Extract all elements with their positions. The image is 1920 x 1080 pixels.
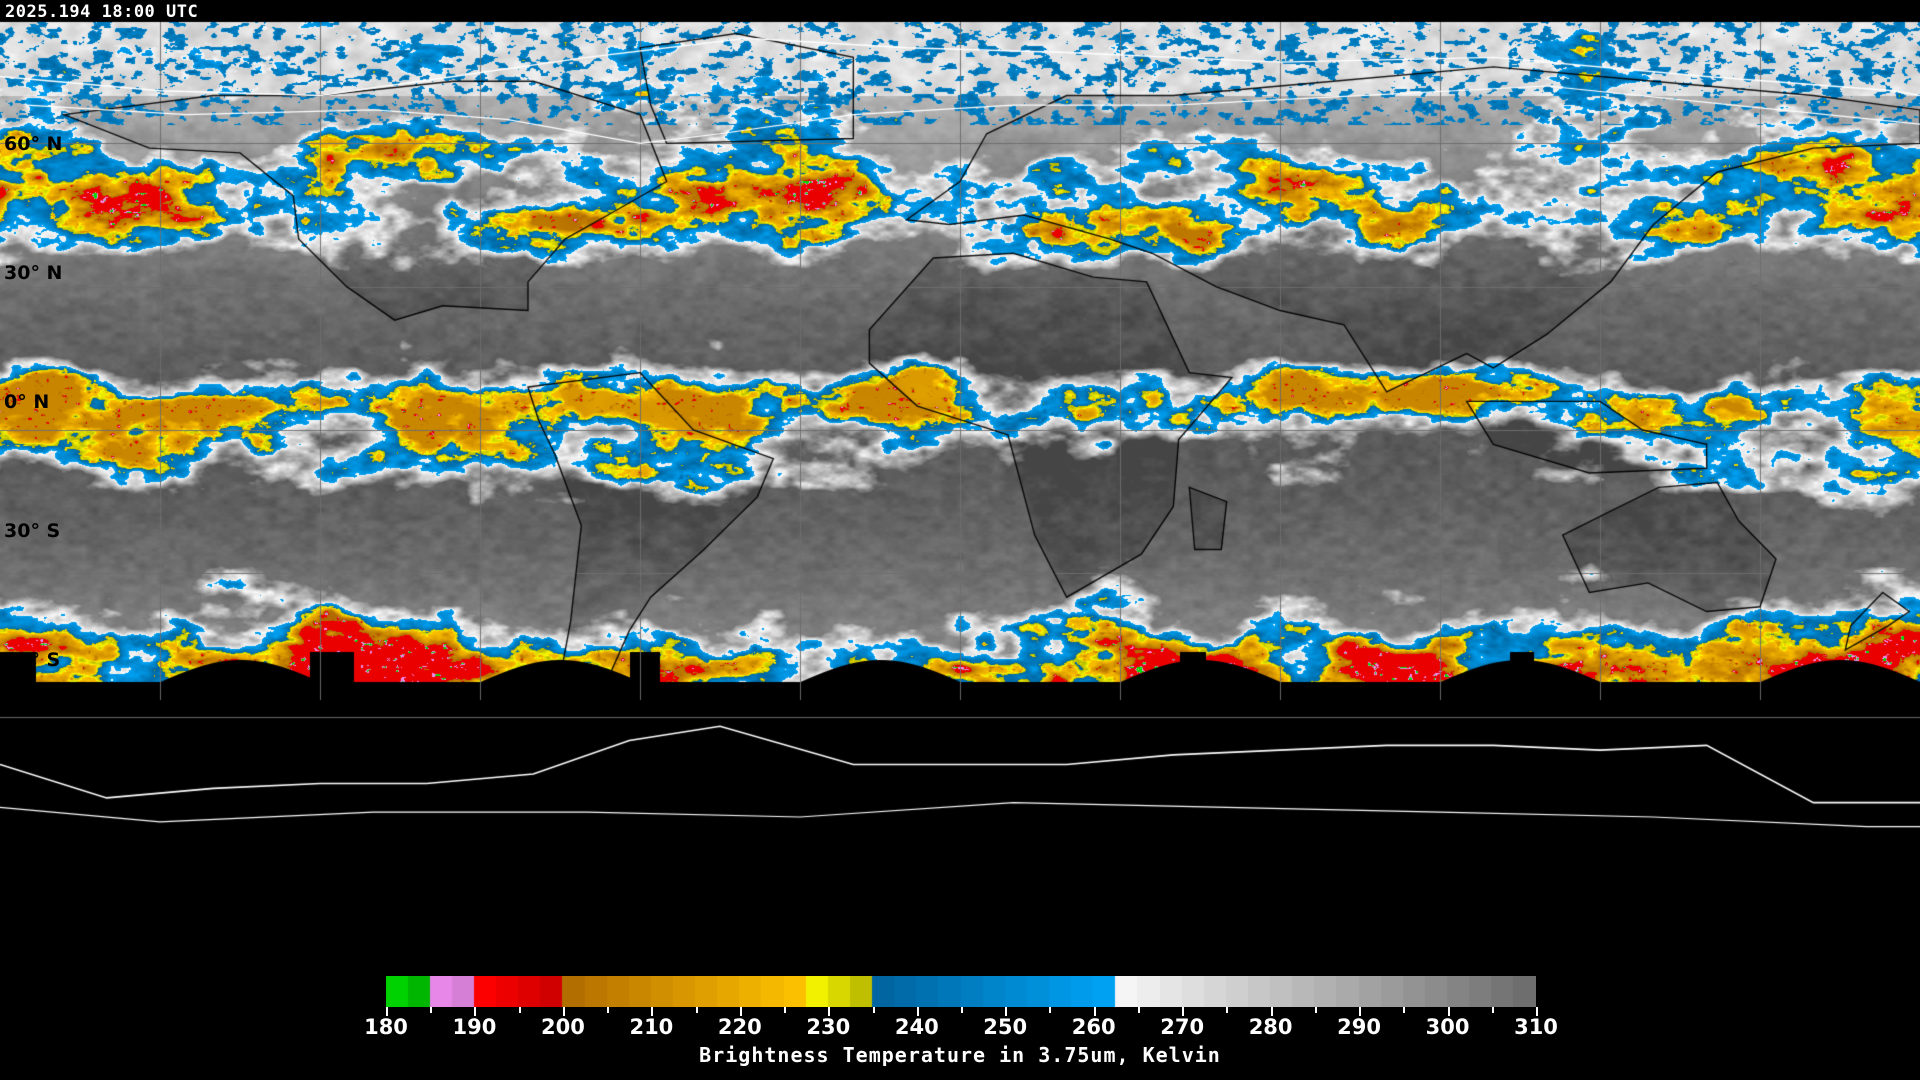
colorbar-tick-labels: 180 190 200 210 220 230 240 250 260 270 280 290 300 3… [0,1015,1920,1043]
colorbar-tick-label: 210 [629,1015,674,1039]
colorbar-gradient [386,976,1536,1007]
colorbar-tick [872,1007,875,1013]
colorbar-tick [916,1007,919,1016]
timestamp-label: 2025.194 18:00 UTC [5,2,199,22]
colorbar-tick [1536,1007,1538,1016]
colorbar-tick [1403,1007,1406,1013]
colorbar-tick-label: 190 [452,1015,497,1039]
latitude-label-30n: 30° N [4,262,63,284]
colorbar-tick [607,1007,610,1013]
colorbar-tick-label: 280 [1248,1015,1293,1039]
colorbar-tick [518,1007,521,1013]
colorbar-tick-label: 220 [717,1015,762,1039]
satellite-imagery-canvas [0,0,1920,935]
satellite-map-panel: 2025.194 18:00 UTC 60° N 30° N 0° N 30° … [0,0,1920,935]
colorbar-tick [1270,1007,1273,1016]
latitude-label-60n: 60° N [4,133,63,155]
colorbar-tick-label: 240 [894,1015,939,1039]
colorbar-tick [739,1007,742,1016]
colorbar-tick-label: 290 [1337,1015,1381,1039]
colorbar-ticks [386,1007,1538,1016]
colorbar-container [386,976,1536,1007]
latitude-label-60s: 60° S [4,649,61,671]
colorbar-tick [961,1007,963,1013]
colorbar-tick-label: 310 [1514,1015,1558,1039]
colorbar-tick [1137,1007,1140,1013]
colorbar-panel: 180 190 200 210 220 230 240 250 260 270 280 290 300 3… [0,935,1920,1080]
colorbar-tick [1005,1007,1008,1016]
colorbar-tick [1226,1007,1229,1013]
colorbar-tick [1182,1007,1185,1016]
colorbar-tick [1093,1007,1096,1016]
colorbar-tick-label: 260 [1071,1015,1116,1039]
colorbar-tick [828,1007,831,1016]
colorbar-tick [386,1007,388,1016]
colorbar-tick [1491,1007,1494,1013]
colorbar-tick [1359,1007,1362,1016]
colorbar-tick [1314,1007,1317,1013]
colorbar-tick [474,1007,477,1016]
colorbar-tick [651,1007,654,1016]
colorbar-tick-label: 200 [541,1015,585,1039]
colorbar-tick-label: 180 [364,1015,408,1039]
colorbar-tick-label: 250 [983,1015,1028,1039]
colorbar-tick-label: 270 [1160,1015,1205,1039]
colorbar-caption: Brightness Temperature in 3.75um, Kelvin [699,1043,1221,1067]
colorbar-tick [1049,1007,1052,1013]
colorbar-tick [430,1007,433,1013]
latitude-label-equator: 0° N [4,391,50,413]
colorbar-tick [562,1007,565,1016]
colorbar-tick [1447,1007,1450,1016]
colorbar-tick [784,1007,787,1013]
latitude-label-30s: 30° S [4,520,61,542]
colorbar-tick-label: 300 [1425,1015,1470,1039]
colorbar-tick-label: 230 [806,1015,851,1039]
colorbar-tick [695,1007,698,1013]
